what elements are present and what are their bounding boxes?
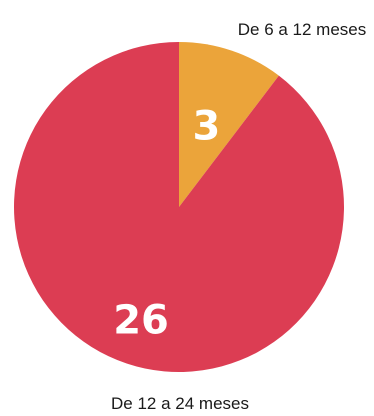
pie-slices	[14, 42, 344, 373]
slice-value-label-6-12: 3	[192, 104, 220, 150]
category-label-6-12: De 6 a 12 meses	[238, 20, 367, 39]
slice-value-label-12-24: 26	[113, 298, 169, 344]
pie-slice-12-24	[14, 42, 344, 373]
pie-slice-6-12	[179, 42, 279, 207]
category-label-12-24: De 12 a 24 meses	[111, 394, 249, 413]
